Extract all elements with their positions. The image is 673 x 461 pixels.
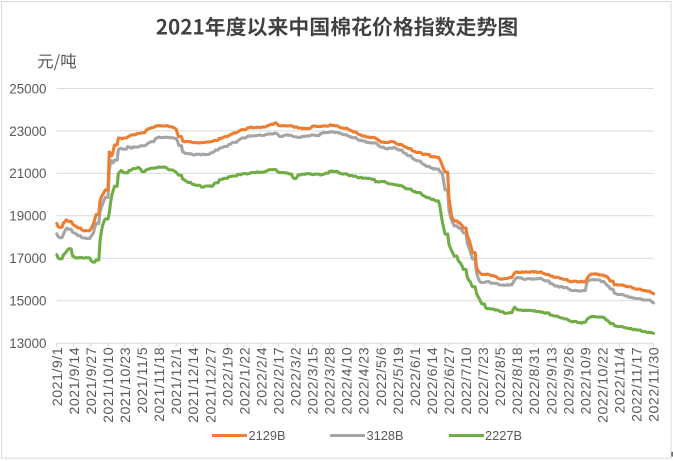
svg-text:17000: 17000 bbox=[9, 251, 46, 266]
svg-text:21000: 21000 bbox=[9, 166, 46, 181]
svg-text:2021/9/1: 2021/9/1 bbox=[50, 347, 66, 406]
svg-text:2021/12/27: 2021/12/27 bbox=[203, 347, 219, 423]
svg-text:2022/5/6: 2022/5/6 bbox=[374, 347, 390, 406]
svg-text:2022/9/26: 2022/9/26 bbox=[561, 347, 577, 415]
svg-text:2022/9/13: 2022/9/13 bbox=[544, 347, 560, 415]
svg-text:19000: 19000 bbox=[9, 209, 46, 224]
svg-text:2021/10/10: 2021/10/10 bbox=[101, 347, 117, 423]
svg-text:2021/12/1: 2021/12/1 bbox=[169, 347, 185, 415]
svg-text:13000: 13000 bbox=[9, 336, 46, 351]
svg-text:2022/7/10: 2022/7/10 bbox=[459, 347, 475, 415]
svg-text:2022/3/28: 2022/3/28 bbox=[323, 347, 339, 415]
svg-text:23000: 23000 bbox=[9, 124, 46, 139]
svg-text:2022/3/2: 2022/3/2 bbox=[289, 347, 305, 406]
svg-text:2022/10/9: 2022/10/9 bbox=[578, 347, 594, 415]
svg-text:2022/6/1: 2022/6/1 bbox=[408, 347, 424, 406]
svg-text:2022/2/17: 2022/2/17 bbox=[271, 347, 287, 415]
svg-text:2021/10/23: 2021/10/23 bbox=[118, 347, 134, 423]
svg-text:2227B: 2227B bbox=[485, 428, 522, 443]
svg-text:2021/12/14: 2021/12/14 bbox=[186, 347, 202, 423]
svg-text:2021/11/5: 2021/11/5 bbox=[135, 347, 151, 414]
svg-text:2022/4/10: 2022/4/10 bbox=[340, 347, 356, 415]
svg-text:15000: 15000 bbox=[9, 294, 46, 309]
svg-text:2022/3/15: 2022/3/15 bbox=[306, 347, 322, 415]
svg-text:2022/11/17: 2022/11/17 bbox=[630, 347, 646, 422]
svg-text:2022/7/23: 2022/7/23 bbox=[476, 347, 492, 415]
svg-text:2022/11/4: 2022/11/4 bbox=[613, 347, 629, 414]
svg-text:2021/11/18: 2021/11/18 bbox=[152, 347, 168, 422]
svg-text:2022/1/9: 2022/1/9 bbox=[220, 347, 236, 406]
svg-text:2022/4/23: 2022/4/23 bbox=[357, 347, 373, 415]
svg-text:2022/5/19: 2022/5/19 bbox=[391, 347, 407, 415]
svg-text:2022/8/5: 2022/8/5 bbox=[493, 347, 509, 406]
svg-text:2021/9/14: 2021/9/14 bbox=[67, 347, 83, 415]
svg-text:2022/8/18: 2022/8/18 bbox=[510, 347, 526, 415]
svg-text:2129B: 2129B bbox=[249, 428, 286, 443]
svg-text:2022/6/14: 2022/6/14 bbox=[425, 347, 441, 415]
svg-text:2021/9/27: 2021/9/27 bbox=[84, 347, 100, 415]
svg-text:2022/8/31: 2022/8/31 bbox=[527, 347, 543, 415]
svg-text:2022/2/4: 2022/2/4 bbox=[254, 347, 270, 406]
svg-text:2022/1/22: 2022/1/22 bbox=[237, 347, 253, 415]
svg-text:2022/6/27: 2022/6/27 bbox=[442, 347, 458, 415]
svg-text:3128B: 3128B bbox=[367, 428, 404, 443]
svg-text:2022/10/22: 2022/10/22 bbox=[595, 347, 611, 423]
svg-text:2022/11/30: 2022/11/30 bbox=[647, 347, 663, 422]
svg-text:25000: 25000 bbox=[9, 81, 46, 96]
